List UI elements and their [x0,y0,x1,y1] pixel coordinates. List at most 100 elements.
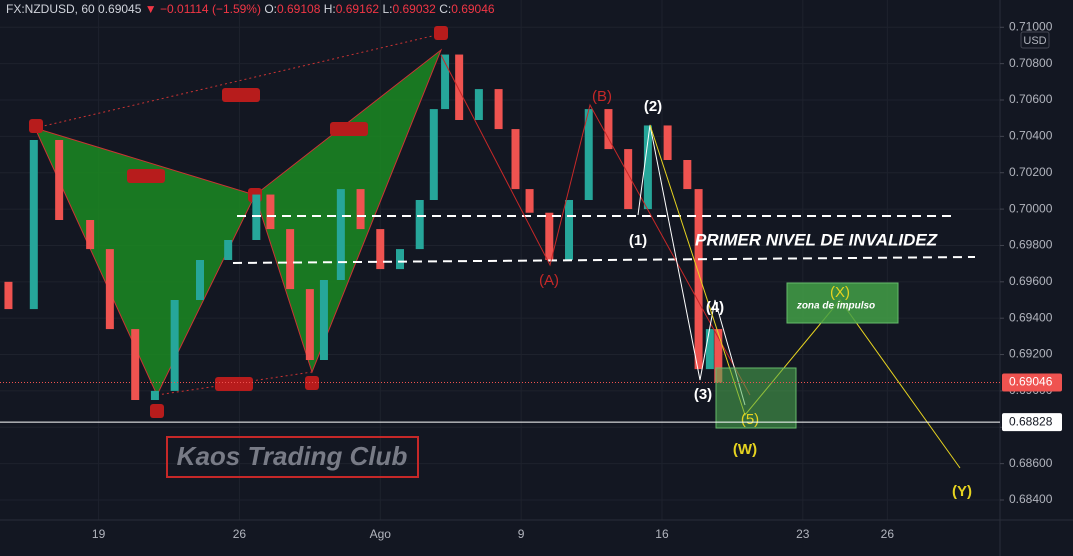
candle [266,194,275,230]
o-label: O: [264,2,277,16]
candle [474,89,483,120]
candle [545,212,554,260]
l-label: L: [382,2,393,16]
candle [643,125,652,210]
candle [252,194,261,240]
level-label: 0.68828 [1009,414,1053,428]
last-price-label: 0.69046 [1009,375,1053,389]
wave-labels: (A) (B) (1) (2) (3) (4) (5) (W) (X) (Y) [539,88,972,500]
candle [525,189,534,213]
invalidation-text: PRIMER NIVEL DE INVALIDEZ [695,230,938,249]
impulse-wave [637,124,746,406]
candle [429,109,438,200]
candle [305,289,314,360]
candle [624,149,633,210]
candle [683,160,692,190]
wave-label: (Y) [952,483,972,500]
candle [565,200,574,260]
wave-label: (A) [539,272,559,289]
x-tick-label: 9 [518,527,525,541]
wave-label: (3) [694,386,712,403]
x-tick-label: 23 [796,527,810,541]
symbol: FX:NZDUSD, 60 [6,2,95,16]
pattern-xab [34,127,256,397]
candle [396,249,404,270]
wxy-wave [649,124,961,469]
y-tick-label: 0.69400 [1009,310,1053,324]
candle [131,329,140,400]
watermark-box [166,436,419,478]
candle [441,54,450,110]
watermark: Kaos Trading Club [177,441,408,471]
candle [604,109,613,150]
abc-wave [440,54,751,396]
x-tick-label: Ago [370,527,392,541]
y-tick-label: 0.70600 [1009,92,1053,106]
candle [356,189,365,230]
wave-label: (4) [706,299,724,316]
candle [86,220,95,250]
high: 0.69162 [335,2,380,16]
candle [29,140,38,310]
header: FX:NZDUSD, 60 0.69045 ▼ −0.01114 (−1.59%… [6,2,495,16]
candle [319,280,328,360]
candle [663,125,672,160]
candle [705,329,714,370]
wave-label: (1) [629,232,647,249]
target-zone [715,367,797,429]
y-tick-label: 0.70400 [1009,129,1053,143]
h-label: H: [323,2,336,16]
level-tag [1002,413,1062,432]
y-tick-label: 0.70000 [1009,201,1053,215]
y-tick-label: 0.69600 [1009,274,1053,288]
candle [494,89,503,130]
x-tick-label: 26 [881,527,895,541]
x-tick-label: 26 [233,527,247,541]
wave-label: (X) [830,284,850,301]
wave-label: (2) [644,98,662,115]
currency-box [1020,31,1050,49]
candle [224,240,233,260]
x-tick-label: 19 [92,527,106,541]
open: 0.69108 [276,2,321,16]
candle [415,200,424,250]
candle [376,229,385,270]
close: 0.69046 [451,2,495,16]
candle [336,189,345,280]
x-tick-label: 16 [655,527,669,541]
y-tick-label: 0.68400 [1009,492,1053,506]
candle [105,249,114,330]
wave-label: (5) [741,411,759,428]
pattern-points [29,26,448,418]
candle [286,229,295,290]
candle [455,54,464,120]
y-tick-label: 0.69200 [1009,347,1053,361]
impulse-zone [786,282,899,324]
candle [4,281,13,310]
y-tick-label: 0.70800 [1009,56,1053,70]
pattern-ac [156,371,313,396]
candle [170,300,179,391]
last: 0.69045 [98,2,142,16]
wave-label: (B) [592,88,612,105]
candle [150,390,159,400]
invalidation-line [232,256,976,264]
candle [196,260,204,300]
candle [584,109,593,200]
wave-label: (W) [733,441,757,458]
change: −0.01114 (−1.59%) [160,2,261,16]
candle [714,329,723,383]
low: 0.69032 [392,2,436,16]
currency: USD [1023,35,1046,47]
y-tick-label: 0.69800 [1009,238,1053,252]
candle [55,140,64,220]
last-price-tag [1002,373,1062,392]
y-tick-label: 0.70200 [1009,165,1053,179]
candle [511,129,520,190]
y-tick-label: 0.71000 [1009,19,1053,33]
arrow: ▼ [144,2,157,16]
zone-text: zona de impulso [796,301,875,312]
candle [694,189,703,370]
